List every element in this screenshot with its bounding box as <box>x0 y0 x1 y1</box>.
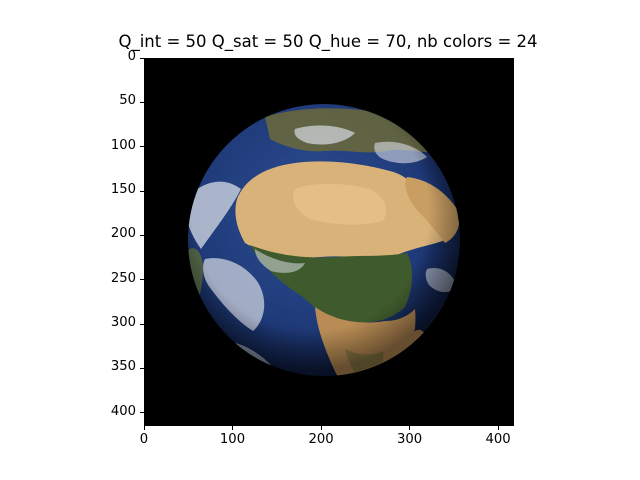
x-tick-mark <box>232 426 234 430</box>
y-tick-mark <box>140 367 144 369</box>
y-tick-mark <box>140 57 144 59</box>
x-tick-label: 0 <box>139 432 149 447</box>
x-tick-label: 300 <box>396 432 423 447</box>
y-tick-mark <box>140 412 144 414</box>
y-tick-label: 350 <box>110 359 136 375</box>
image-axes <box>144 58 514 426</box>
x-tick-label: 100 <box>219 432 246 447</box>
y-tick-label: 300 <box>110 315 136 331</box>
y-tick-label: 250 <box>110 270 136 286</box>
y-tick-label: 200 <box>110 226 136 242</box>
y-tick-label: 150 <box>110 182 136 197</box>
y-tick-mark <box>140 146 144 148</box>
earth-image <box>145 59 513 425</box>
y-tick-mark <box>140 323 144 325</box>
y-tick-mark <box>140 101 144 103</box>
y-tick-mark <box>140 234 144 236</box>
y-tick-label: 50 <box>119 93 136 109</box>
x-tick-mark <box>497 426 499 430</box>
limb-shadow <box>188 104 460 376</box>
x-tick-mark <box>409 426 411 430</box>
y-tick-label: 400 <box>110 403 136 419</box>
y-tick-label: 0 <box>127 49 136 64</box>
x-tick-mark <box>320 426 322 430</box>
x-tick-mark <box>143 426 145 430</box>
y-tick-mark <box>140 279 144 281</box>
y-tick-label: 100 <box>110 137 136 153</box>
y-tick-mark <box>140 190 144 192</box>
plot-title: Q_int = 50 Q_sat = 50 Q_hue = 70, nb col… <box>118 32 538 51</box>
x-tick-label: 200 <box>308 432 334 447</box>
x-tick-label: 400 <box>485 432 511 447</box>
